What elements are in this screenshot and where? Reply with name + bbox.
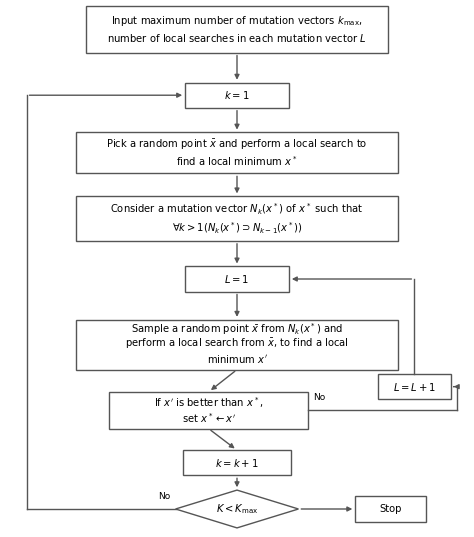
- FancyBboxPatch shape: [86, 6, 388, 53]
- Polygon shape: [175, 490, 299, 528]
- Text: set $x^* \leftarrow x'$: set $x^* \leftarrow x'$: [182, 411, 236, 425]
- Text: perform a local search from $\bar{x}$, to find a local: perform a local search from $\bar{x}$, t…: [125, 337, 349, 351]
- Text: No: No: [158, 491, 170, 500]
- Text: $L = L+1$: $L = L+1$: [392, 381, 436, 393]
- FancyBboxPatch shape: [378, 374, 451, 399]
- FancyBboxPatch shape: [355, 496, 426, 521]
- Text: If $x'$ is better than $x^*$,: If $x'$ is better than $x^*$,: [154, 396, 264, 410]
- FancyBboxPatch shape: [185, 83, 289, 108]
- FancyBboxPatch shape: [76, 197, 398, 241]
- FancyBboxPatch shape: [185, 266, 289, 292]
- Text: Pick a random point $\bar{x}$ and perform a local search to: Pick a random point $\bar{x}$ and perfor…: [106, 137, 368, 151]
- FancyBboxPatch shape: [76, 320, 398, 369]
- Text: $k = 1$: $k = 1$: [224, 89, 250, 101]
- Text: Stop: Stop: [379, 504, 402, 514]
- FancyBboxPatch shape: [109, 392, 308, 429]
- FancyBboxPatch shape: [76, 133, 398, 173]
- Text: $K < K_\mathrm{max}$: $K < K_\mathrm{max}$: [216, 502, 258, 516]
- Text: $\forall k > 1(N_k(x^*) \supset N_{k-1}(x^*))$: $\forall k > 1(N_k(x^*) \supset N_{k-1}(…: [172, 220, 302, 236]
- Text: $k = k+1$: $k = k+1$: [215, 457, 259, 469]
- Text: minimum $x'$: minimum $x'$: [207, 353, 267, 365]
- Text: find a local minimum $x^*$: find a local minimum $x^*$: [176, 155, 298, 168]
- Text: No: No: [314, 393, 326, 402]
- Text: $L = 1$: $L = 1$: [224, 273, 250, 285]
- Text: Consider a mutation vector $N_k(x^*)$ of $x^*$ such that: Consider a mutation vector $N_k(x^*)$ of…: [110, 201, 364, 217]
- Text: Sample a random point $\bar{x}$ from $N_k(x^*)$ and: Sample a random point $\bar{x}$ from $N_…: [131, 321, 343, 337]
- Text: Input maximum number of mutation vectors $k_\mathrm{max}$,: Input maximum number of mutation vectors…: [111, 14, 363, 28]
- Text: number of local searches in each mutation vector $L$: number of local searches in each mutatio…: [107, 32, 367, 44]
- FancyBboxPatch shape: [182, 450, 292, 475]
